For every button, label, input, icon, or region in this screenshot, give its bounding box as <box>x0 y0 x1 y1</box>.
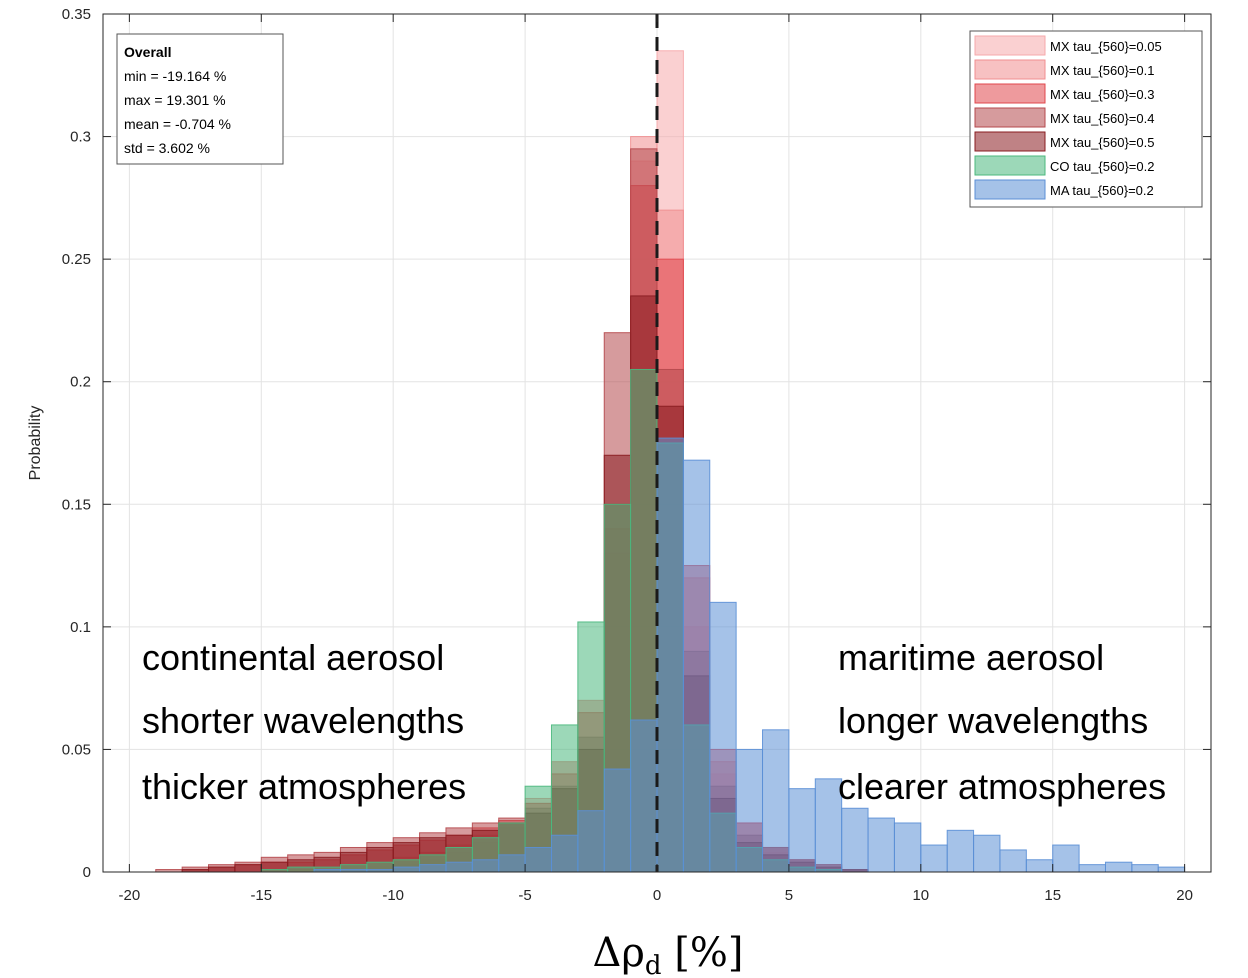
legend-label: CO tau_{560}=0.2 <box>1050 159 1154 174</box>
x-tick-label: -10 <box>382 887 404 904</box>
x-axis-label: Δρd [%] <box>593 930 744 978</box>
x-tick-label: -5 <box>518 887 531 904</box>
histogram-bar <box>1078 864 1106 873</box>
histogram-bar <box>445 861 473 873</box>
histogram-bar <box>208 866 236 873</box>
y-tick-label: 0.15 <box>62 496 91 513</box>
histogram-bar <box>603 768 632 873</box>
histogram-bar <box>1052 844 1080 873</box>
histogram-bar <box>392 866 421 873</box>
x-axis-label-main: Δρ <box>593 930 645 976</box>
x-axis-ticks: -20 -15 -10 -5 0 5 10 15 20 <box>119 14 1193 904</box>
stats-mean: mean = -0.704 % <box>124 116 231 132</box>
histogram-bar <box>788 788 816 873</box>
y-tick-label: 0.3 <box>70 129 91 146</box>
y-axis-label: Probability <box>27 406 44 481</box>
histogram-bar <box>1131 864 1159 873</box>
x-tick-label: -20 <box>119 887 141 904</box>
legend-label: MX tau_{560}=0.3 <box>1050 87 1154 102</box>
annotation-maritime: maritime aerosol <box>838 637 1104 678</box>
stats-min: min = -19.164 % <box>124 68 226 84</box>
stats-std: std = 3.602 % <box>124 140 210 156</box>
histogram-bar <box>656 437 684 873</box>
histogram-bar <box>709 601 737 873</box>
legend-label: MA tau_{560}=0.2 <box>1050 183 1154 198</box>
annotation-clearer: clearer atmospheres <box>838 766 1166 807</box>
histogram-bar <box>814 778 843 873</box>
right-annotations: maritime aerosol longer wavelengths clea… <box>838 637 1166 807</box>
histogram-bar <box>682 459 711 873</box>
legend-label: MX tau_{560}=0.4 <box>1050 111 1154 126</box>
histogram-bar <box>946 829 975 873</box>
x-tick-label: 15 <box>1044 887 1061 904</box>
histogram-bar <box>1157 866 1186 873</box>
histogram-bar <box>419 864 447 873</box>
legend-label: MX tau_{560}=0.5 <box>1050 135 1154 150</box>
annotation-continental: continental aerosol <box>142 637 444 678</box>
histogram-bar <box>1025 859 1054 873</box>
y-tick-label: 0.05 <box>62 741 91 758</box>
stats-max: max = 19.301 % <box>124 92 226 108</box>
x-tick-label: 0 <box>653 887 661 904</box>
histogram-bar <box>471 859 500 873</box>
x-tick-label: 10 <box>912 887 929 904</box>
annotation-longer: longer wavelengths <box>838 700 1148 741</box>
annotation-shorter: shorter wavelengths <box>142 700 464 741</box>
histogram-bar <box>920 844 948 873</box>
histogram-bar <box>630 719 658 873</box>
stats-box-frame <box>116 33 284 165</box>
histogram-bar <box>735 748 764 873</box>
histogram-bar <box>498 854 526 873</box>
histogram-bar <box>841 807 869 873</box>
legend-label: MX tau_{560}=0.1 <box>1050 63 1154 78</box>
histogram-bar <box>999 849 1027 873</box>
histogram-bar <box>867 817 895 873</box>
legend-swatch <box>974 59 1046 80</box>
histogram-bar <box>234 864 262 873</box>
histogram-bar <box>577 810 605 873</box>
histogram-bars <box>155 50 1186 873</box>
legend-swatch <box>974 107 1046 128</box>
y-axis-ticks: 0 0.05 0.1 0.15 0.2 0.25 0.3 0.35 <box>62 6 1211 881</box>
x-axis-label-subscript: d <box>645 951 662 978</box>
histogram-bar <box>524 846 552 873</box>
histogram-bar <box>1104 861 1133 873</box>
left-annotations: continental aerosol shorter wavelengths … <box>142 637 466 807</box>
y-tick-label: 0.25 <box>62 251 91 268</box>
legend-swatch <box>974 131 1046 152</box>
x-tick-label: -15 <box>250 887 272 904</box>
y-tick-label: 0.2 <box>70 374 91 391</box>
legend-swatch <box>974 35 1046 56</box>
legend-swatch <box>974 179 1046 200</box>
stats-box: Overall min = -19.164 % max = 19.301 % m… <box>116 33 284 165</box>
x-tick-label: 5 <box>785 887 793 904</box>
y-tick-label: 0 <box>83 864 91 881</box>
x-axis-label-unit: [%] <box>662 930 744 976</box>
y-tick-label: 0.1 <box>70 619 91 636</box>
x-tick-label: 20 <box>1176 887 1193 904</box>
legend-swatch <box>974 83 1046 104</box>
legend-label: MX tau_{560}=0.05 <box>1050 39 1162 54</box>
y-tick-label: 0.35 <box>62 6 91 23</box>
histogram-bar <box>973 834 1001 873</box>
stats-title: Overall <box>124 44 171 60</box>
legend: MX tau_{560}=0.05 MX tau_{560}=0.1 MX tau_… <box>969 30 1203 208</box>
histogram-bar <box>762 729 790 873</box>
annotation-thicker: thicker atmospheres <box>142 766 466 807</box>
histogram-bar <box>550 834 579 873</box>
series-6 <box>313 437 1186 873</box>
legend-swatch <box>974 155 1046 176</box>
histogram-bar <box>893 822 922 873</box>
histogram-bar <box>287 866 315 873</box>
